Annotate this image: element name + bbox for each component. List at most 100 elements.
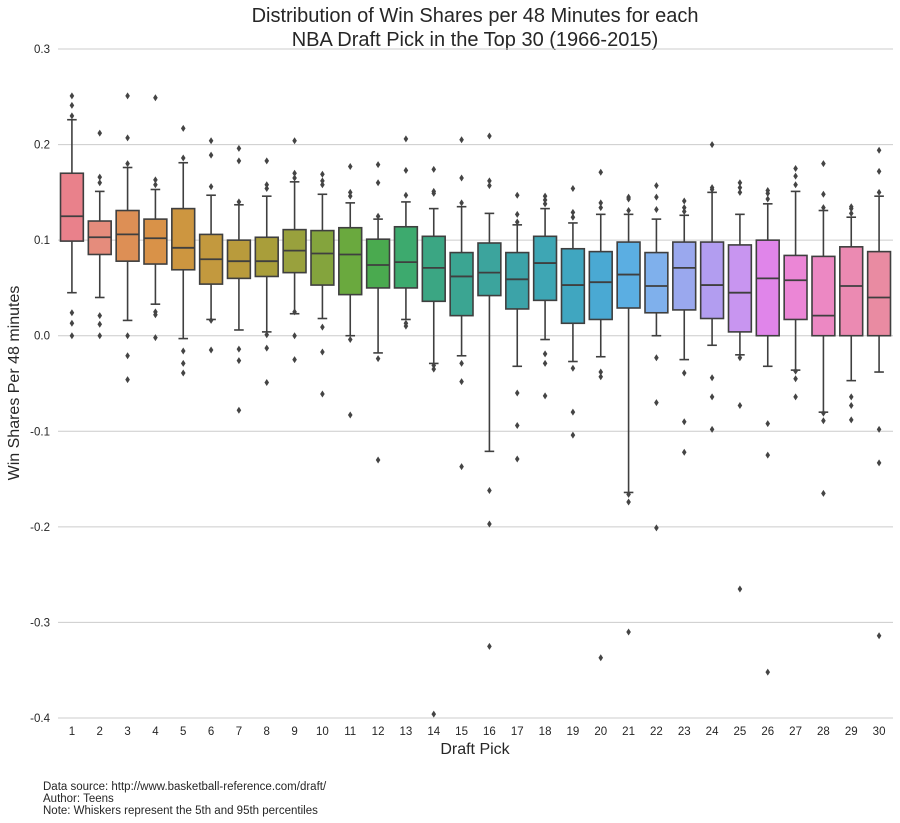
box-pick-25: [727, 179, 753, 593]
outlier-point: [347, 163, 353, 171]
outlier-point: [459, 174, 464, 182]
outlier-point: [236, 345, 242, 353]
box-pick-5: [171, 124, 196, 377]
outlier-point: [654, 182, 659, 190]
outlier-point: [765, 195, 771, 203]
outlier-point: [598, 199, 604, 207]
outlier-point: [208, 316, 214, 324]
box-pick-24: [699, 141, 725, 433]
outlier-point: [487, 487, 492, 495]
box-pick-23: [672, 197, 697, 456]
outlier-point: [681, 207, 687, 215]
outlier-point: [97, 129, 103, 137]
outlier-point: [208, 151, 214, 159]
outlier-point: [320, 348, 325, 356]
outlier-point: [514, 422, 520, 430]
outlier-point: [598, 168, 604, 176]
outlier-point: [320, 323, 325, 331]
outlier-point: [626, 498, 631, 506]
outlier-point: [69, 101, 75, 109]
outlier-point: [153, 181, 158, 189]
box-pick-6: [198, 137, 224, 354]
box-pick-19: [560, 185, 586, 439]
outlier-point: [403, 191, 409, 199]
boxes: [59, 92, 892, 718]
box-iqr: [477, 242, 502, 297]
x-tick-label: 11: [344, 726, 356, 738]
outlier-point: [236, 357, 242, 365]
outlier-point: [264, 331, 270, 339]
box-iqr: [532, 235, 558, 302]
outlier-point: [626, 193, 631, 201]
outlier-point: [208, 137, 214, 145]
outlier-point: [681, 418, 687, 426]
outlier-point: [347, 192, 353, 200]
x-tick-label: 13: [400, 726, 413, 738]
outlier-point: [403, 166, 409, 174]
outlier-point: [292, 137, 297, 145]
outlier-point: [542, 200, 548, 208]
outlier-point: [793, 164, 798, 172]
box-pick-13: [393, 135, 419, 330]
outlier-point: [737, 585, 743, 593]
outlier-point: [570, 364, 576, 372]
outlier-point: [598, 368, 604, 376]
outlier-point: [487, 182, 492, 190]
outlier-point: [69, 319, 75, 327]
outlier-point: [264, 344, 270, 352]
outlier-point: [876, 632, 882, 640]
x-tick-label: 16: [483, 726, 496, 738]
x-tick-label: 23: [678, 726, 691, 738]
box-pick-30: [866, 146, 892, 640]
box-iqr: [727, 244, 753, 333]
grid-lines: [58, 48, 893, 719]
box-iqr: [588, 250, 613, 321]
outlier-point: [570, 185, 576, 193]
outlier-point: [431, 710, 437, 718]
outlier-point: [654, 524, 659, 532]
box-pick-29: [839, 203, 864, 424]
outlier-point: [765, 186, 771, 194]
x-tick-label: 30: [873, 726, 886, 738]
outlier-point: [626, 628, 631, 636]
outlier-point: [125, 352, 130, 360]
outlier-point: [375, 456, 381, 464]
x-tick-label: 19: [567, 726, 580, 738]
outlier-point: [876, 188, 882, 196]
outlier-point: [514, 218, 520, 226]
y-tick-label: -0.4: [30, 713, 50, 725]
outlier-point: [570, 208, 576, 216]
box-iqr: [226, 239, 252, 280]
box-iqr: [143, 218, 168, 265]
x-tick-label: 21: [622, 726, 635, 738]
box-pick-15: [449, 136, 474, 471]
outlier-point: [208, 346, 214, 354]
outlier-point: [598, 373, 604, 381]
outlier-point: [765, 451, 771, 459]
outlier-point: [514, 389, 520, 397]
x-tick-label: 9: [291, 726, 297, 738]
box-iqr: [699, 241, 725, 320]
outlier-point: [320, 181, 325, 189]
outlier-point: [97, 312, 103, 320]
box-pick-2: [87, 129, 112, 340]
outlier-point: [542, 196, 548, 204]
x-tick-labels: 1 2 3 4 5 6 7 8 9 10 11 12 13 14 15 16 17 18 19 20 21 22 23 24 2…: [69, 726, 886, 738]
outlier-point: [153, 334, 158, 342]
chart-title-line-1: Distribution of Win Shares per 48 Minute…: [252, 5, 699, 27]
x-tick-label: 6: [208, 726, 214, 738]
outlier-point: [487, 520, 492, 528]
outlier-point: [821, 409, 826, 417]
outlier-point: [320, 177, 325, 185]
outlier-point: [709, 141, 715, 149]
box-pick-18: [532, 192, 558, 400]
x-tick-label: 24: [706, 726, 719, 738]
outlier-point: [487, 132, 492, 140]
outlier-point: [821, 160, 826, 168]
box-pick-26: [755, 186, 780, 676]
outlier-point: [403, 135, 409, 143]
x-tick-label: 1: [69, 726, 75, 738]
y-tick-label: 0.2: [34, 140, 50, 152]
box-iqr: [672, 241, 697, 311]
box-iqr: [310, 229, 335, 286]
